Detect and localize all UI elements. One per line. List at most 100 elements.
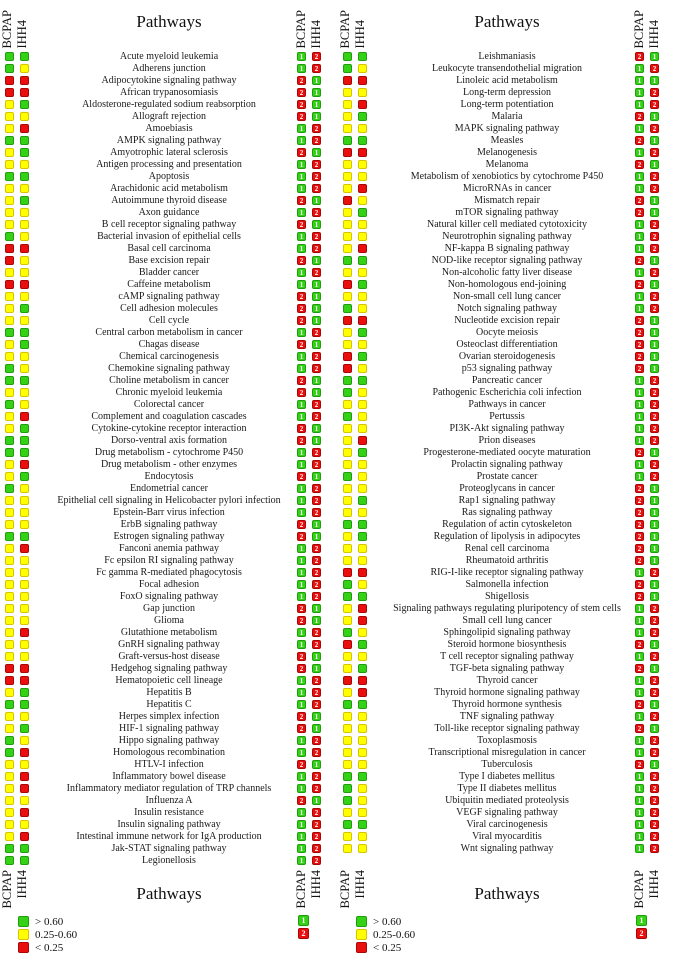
rank-cell-ihh4: 2 xyxy=(312,640,321,649)
pathway-label: Non-small cell lung cancer xyxy=(452,291,561,302)
pathway-label: Long-term depression xyxy=(462,87,552,98)
rank-cell-bcpap: 2 xyxy=(297,472,306,481)
ratio-cell-bcpap xyxy=(5,184,14,193)
rank-cell-bcpap: 2 xyxy=(635,508,644,517)
pathway-row: Complement and coagulation cascades 1 2 xyxy=(0,411,338,423)
ratio-cell-bcpap xyxy=(5,160,14,169)
right-panel: BCPAP IHH4 Pathways BCPAP IHH4 Leishmani… xyxy=(338,0,676,965)
ratio-pair xyxy=(343,700,367,709)
ratio-cell-bcpap xyxy=(5,724,14,733)
rank-cell-bcpap: 2 xyxy=(635,340,644,349)
legend-label: > 0.60 xyxy=(35,915,64,928)
rank-cell-bcpap: 1 xyxy=(297,52,306,61)
ratio-cell-ihh4 xyxy=(20,412,29,421)
rank-cell-bcpap: 2 xyxy=(635,256,644,265)
ratio-pair xyxy=(343,448,367,457)
pathway-row: MAPK signaling pathway 1 2 xyxy=(338,123,676,135)
pathway-label: Thyroid hormone signaling pathway xyxy=(434,687,580,698)
ratio-cell-bcpap xyxy=(343,64,352,73)
pathway-label: Pertussis xyxy=(489,411,525,422)
rank-cell-bcpap: 1 xyxy=(635,184,644,193)
ratio-cell-ihh4 xyxy=(358,448,367,457)
ratio-cell-ihh4 xyxy=(20,172,29,181)
rank-cell-ihh4: 2 xyxy=(650,64,659,73)
rank-cell-bcpap: 1 xyxy=(297,628,306,637)
ratio-cell-ihh4 xyxy=(20,760,29,769)
ratio-cell-ihh4 xyxy=(20,328,29,337)
ratio-pair xyxy=(5,328,29,337)
pathway-label: B cell receptor signaling pathway xyxy=(101,219,237,230)
ratio-cell-ihh4 xyxy=(358,820,367,829)
rank-cell-bcpap: 2 xyxy=(297,436,306,445)
rank-cell-bcpap: 1 xyxy=(297,676,306,685)
rank-cell-bcpap: 1 xyxy=(635,688,644,697)
rank-cell-bcpap: 1 xyxy=(297,856,306,865)
ratio-cell-bcpap xyxy=(5,736,14,745)
pathway-row: Pathogenic Escherichia coli infection 1 2 xyxy=(338,387,676,399)
rank-cell-ihh4: 2 xyxy=(650,292,659,301)
ratio-cell-bcpap xyxy=(343,232,352,241)
rank-cell-ihh4: 1 xyxy=(650,700,659,709)
ratio-cell-bcpap xyxy=(343,724,352,733)
pathway-label: Legionellosis xyxy=(142,855,196,866)
ratio-cell-ihh4 xyxy=(20,148,29,157)
pathway-label: Adherens junction xyxy=(132,63,206,74)
rank-cell-ihh4: 2 xyxy=(650,304,659,313)
ratio-pair xyxy=(343,424,367,433)
ratio-cell-ihh4 xyxy=(358,508,367,517)
rank-cell-ihh4: 1 xyxy=(312,520,321,529)
pathway-row: Dorso-ventral axis formation 2 1 xyxy=(0,435,338,447)
pathway-row: Homologous recombination 1 2 xyxy=(0,747,338,759)
pathway-label: Chronic myeloid leukemia xyxy=(115,387,223,398)
pathway-rows: Acute myeloid leukemia 1 2 Adherens junctio… xyxy=(0,51,338,867)
ratio-pair xyxy=(343,604,367,613)
rank-cell-ihh4: 2 xyxy=(650,472,659,481)
rank-cell-bcpap: 2 xyxy=(297,520,306,529)
ratio-pair xyxy=(343,736,367,745)
ratio-cell-ihh4 xyxy=(20,388,29,397)
rank-cell-ihh4: 2 xyxy=(312,628,321,637)
pathway-row: FoxO signaling pathway 1 2 xyxy=(0,591,338,603)
ratio-cell-bcpap xyxy=(343,172,352,181)
ratio-cell-ihh4 xyxy=(20,664,29,673)
ratio-pair xyxy=(343,592,367,601)
ratio-cell-bcpap xyxy=(5,436,14,445)
rank-cell-bcpap: 1 xyxy=(635,604,644,613)
rank-cell-ihh4: 1 xyxy=(650,544,659,553)
rank-cell-ihh4: 2 xyxy=(312,568,321,577)
pathway-label: Complement and coagulation cascades xyxy=(91,411,247,422)
rank-cell-bcpap: 1 xyxy=(635,796,644,805)
rank-cell-ihh4: 2 xyxy=(312,232,321,241)
ratio-cell-bcpap xyxy=(5,136,14,145)
rank-cell-bcpap: 2 xyxy=(635,532,644,541)
ratio-pair xyxy=(5,256,29,265)
ratio-cell-bcpap xyxy=(5,304,14,313)
rank-cell-ihh4: 2 xyxy=(312,184,321,193)
ratio-cell-bcpap xyxy=(5,220,14,229)
rank-cell-ihh4: 2 xyxy=(650,232,659,241)
rank-cell-bcpap: 2 xyxy=(297,724,306,733)
pathways-title: Pathways xyxy=(474,12,540,31)
rank-cell-ihh4: 2 xyxy=(650,376,659,385)
pathway-label: Fc epsilon RI signaling pathway xyxy=(104,555,234,566)
ratio-pair xyxy=(5,724,29,733)
ratio-cell-ihh4 xyxy=(358,532,367,541)
pathway-row: Non-alcoholic fatty liver disease 1 2 xyxy=(338,267,676,279)
